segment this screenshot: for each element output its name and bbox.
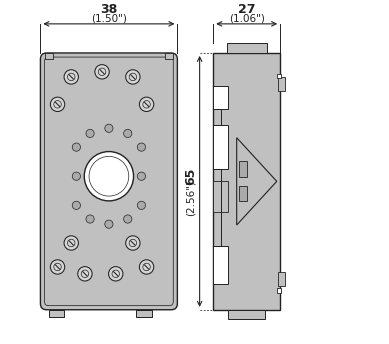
Bar [277,288,281,293]
Bar [44,53,53,59]
Circle shape [86,215,94,223]
Bar [213,246,228,284]
Circle shape [124,215,132,223]
Circle shape [105,220,113,228]
Text: 65: 65 [184,168,198,185]
Circle shape [126,70,140,84]
Text: 38: 38 [100,3,117,16]
Text: 27: 27 [238,3,256,16]
Circle shape [72,172,81,180]
Circle shape [50,260,65,274]
Circle shape [139,260,154,274]
Circle shape [137,201,145,209]
Circle shape [50,97,65,111]
Circle shape [86,129,94,138]
FancyBboxPatch shape [40,53,177,310]
Bar [278,272,285,286]
Bar [239,186,247,201]
Circle shape [64,70,79,84]
Text: (1.50"): (1.50") [91,13,127,23]
Circle shape [95,65,109,79]
Circle shape [124,129,132,138]
Text: (2.56"): (2.56") [186,180,196,216]
Bar [228,310,265,319]
Bar [213,53,280,310]
Bar [213,181,228,212]
Bar [136,310,152,317]
Polygon shape [237,138,277,225]
Circle shape [78,267,92,281]
Circle shape [137,172,145,180]
Bar [227,43,267,53]
Bar [49,310,65,317]
Circle shape [109,267,123,281]
Circle shape [72,201,81,209]
Circle shape [72,143,81,151]
Circle shape [126,236,140,250]
Text: (1.06"): (1.06") [229,13,265,23]
Bar [213,125,228,169]
Circle shape [84,152,133,201]
Bar [239,161,247,177]
Bar [213,86,228,109]
Circle shape [64,236,79,250]
Bar [165,53,173,59]
Bar [278,77,285,91]
Circle shape [137,143,145,151]
Circle shape [105,124,113,132]
Circle shape [139,97,154,111]
Bar [277,74,281,78]
